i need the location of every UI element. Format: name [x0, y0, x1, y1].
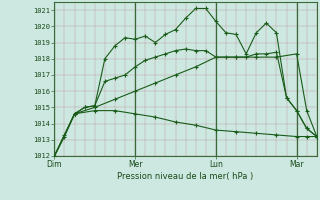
X-axis label: Pression niveau de la mer( hPa ): Pression niveau de la mer( hPa ) [117, 172, 254, 181]
